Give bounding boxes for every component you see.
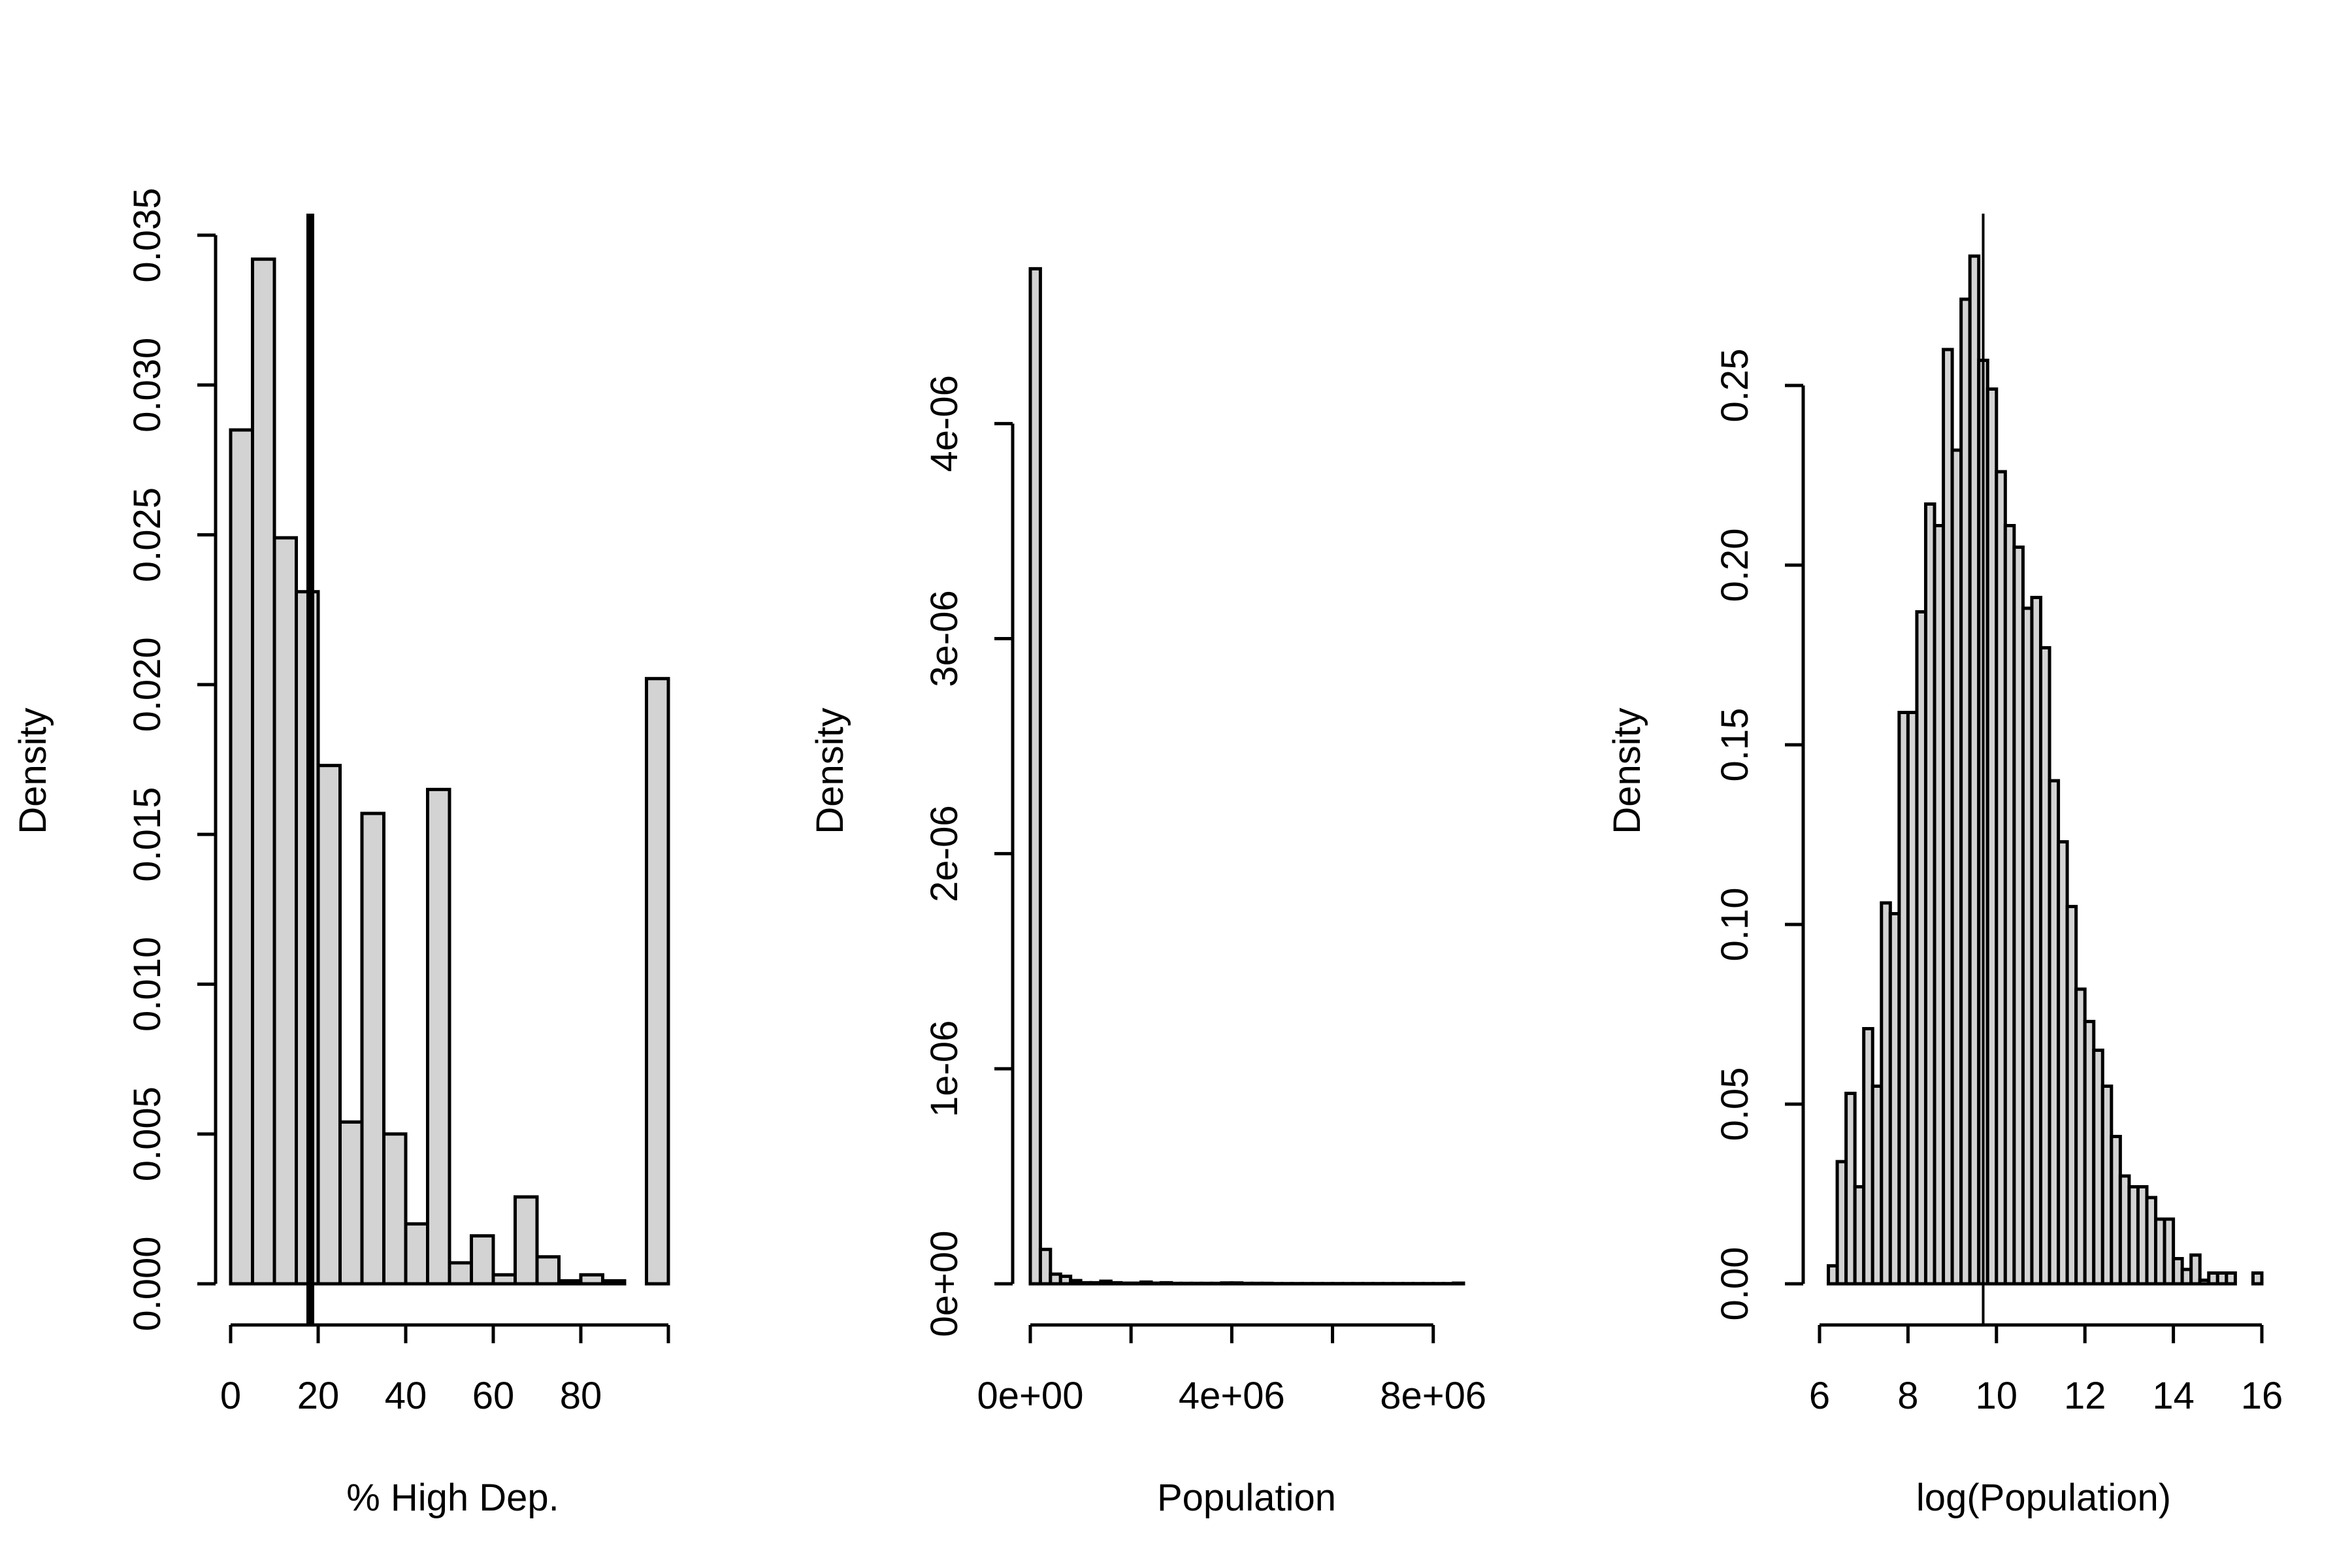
y-tick-label: 0.020 <box>126 637 169 732</box>
x-tick-label: 8 <box>1897 1375 1918 1417</box>
histogram-bar <box>1038 1247 1053 1286</box>
panel-2-y-axis-title: Density <box>809 708 851 834</box>
histogram-bar <box>470 1234 495 1286</box>
panel-3-bars <box>1827 254 2264 1286</box>
y-tick-label: 0.25 <box>1714 349 1756 423</box>
histogram-bar <box>514 1195 539 1286</box>
y-tick-label: 0.025 <box>126 487 169 582</box>
y-tick-label: 0.20 <box>1714 529 1756 602</box>
y-tick-label: 0e+00 <box>923 1231 966 1337</box>
histogram-bar <box>535 1255 561 1286</box>
y-tick-label: 1e-06 <box>923 1021 966 1117</box>
x-tick-label: 8e+06 <box>1380 1375 1486 1417</box>
x-tick-label: 12 <box>2064 1375 2106 1417</box>
x-tick-label: 20 <box>297 1375 340 1417</box>
panel-3-x-axis: 6 8 10 12 14 16 <box>1809 1323 2283 1417</box>
histogram-bar <box>1452 1281 1465 1286</box>
histogram-bar <box>251 257 276 1286</box>
y-tick-label: 2e-06 <box>923 805 966 902</box>
x-tick-label: 14 <box>2152 1375 2195 1417</box>
panel-2-y-axis: 0e+00 1e-06 2e-06 3e-06 4e-06 <box>923 375 1015 1337</box>
panel-1-bars <box>229 257 670 1286</box>
panel-1-y-axis: 0.000 0.005 0.010 0.015 0.020 0.025 0.030 0.035 <box>126 188 218 1331</box>
x-tick-label: 16 <box>2241 1375 2283 1417</box>
y-tick-label: 3e-06 <box>923 590 966 687</box>
y-tick-label: 0.005 <box>126 1086 169 1181</box>
x-tick-label: 40 <box>385 1375 427 1417</box>
histogram-bar <box>579 1273 604 1286</box>
histogram-bar <box>601 1279 627 1286</box>
x-tick-label: 0e+00 <box>977 1375 1084 1417</box>
panel-2-x-axis-title: Population <box>1157 1477 1336 1519</box>
histogram-bar <box>557 1279 583 1286</box>
x-tick-label: 80 <box>560 1375 602 1417</box>
y-tick-label: 0.030 <box>126 338 169 433</box>
y-tick-label: 0.010 <box>126 937 169 1032</box>
panel-2-bars <box>1028 267 1465 1286</box>
y-tick-label: 0.10 <box>1714 888 1756 962</box>
histogram-bar <box>382 1132 408 1286</box>
panel-2-x-axis: 0e+00 4e+06 8e+06 <box>977 1323 1486 1417</box>
y-tick-label: 0.15 <box>1714 708 1756 782</box>
histogram-bar <box>426 787 451 1286</box>
histogram-bar <box>2163 1217 2176 1286</box>
x-tick-label: 10 <box>1976 1375 2018 1417</box>
x-tick-label: 60 <box>472 1375 515 1417</box>
histogram-bar <box>2225 1271 2237 1286</box>
histogram-bar <box>2251 1271 2264 1286</box>
histogram-bar <box>2189 1253 2202 1286</box>
histogram-bar <box>360 811 385 1286</box>
panel-1-y-axis-title: Density <box>12 708 54 834</box>
panel-1-x-axis-title: % High Dep. <box>346 1477 559 1519</box>
y-tick-label: 4e-06 <box>923 375 966 472</box>
y-tick-label: 0.000 <box>126 1236 169 1331</box>
y-tick-label: 0.00 <box>1714 1247 1756 1321</box>
y-tick-label: 0.035 <box>126 188 169 282</box>
histogram-bar <box>272 536 298 1286</box>
panel-3-y-axis-title: Density <box>1606 708 1648 834</box>
panel-1-x-axis: 0 20 40 60 80 <box>220 1323 670 1417</box>
histogram-bar <box>316 764 342 1286</box>
x-tick-label: 0 <box>220 1375 241 1417</box>
panel-3-y-axis: 0.00 0.05 0.10 0.15 0.20 0.25 <box>1714 349 1805 1321</box>
panel-3-x-axis-title: log(Population) <box>1916 1477 2171 1519</box>
histogram-bar <box>338 1120 364 1286</box>
histogram-bar <box>229 428 254 1286</box>
y-tick-label: 0.015 <box>126 787 169 882</box>
panel-population: 0e+00 4e+06 8e+06 0e+00 1e-06 2e-06 3e-06 4e-0… <box>809 267 1486 1519</box>
panel-high-dependency: 0 20 40 60 80 0.000 0.005 0.010 0.015 0.020 0.025… <box>12 188 670 1519</box>
histogram-bar <box>491 1273 517 1286</box>
x-tick-label: 6 <box>1809 1375 1830 1417</box>
histogram-bar <box>1028 267 1042 1286</box>
panel-log-population: 6 8 10 12 14 16 0.00 0.05 0.10 0.15 0.20 0.25 log(… <box>1606 214 2283 1519</box>
histogram-bar <box>645 677 670 1286</box>
y-tick-label: 0.05 <box>1714 1068 1756 1141</box>
histogram-bar <box>448 1261 473 1286</box>
histogram-bar <box>404 1222 429 1286</box>
x-tick-label: 4e+06 <box>1179 1375 1285 1417</box>
